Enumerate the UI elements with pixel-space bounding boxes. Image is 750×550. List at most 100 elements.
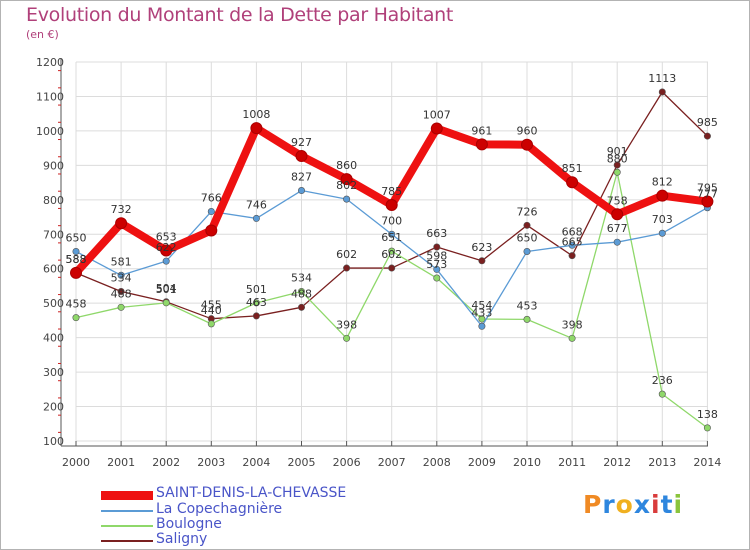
x-tick-label: 2014	[693, 456, 721, 469]
x-tick-label: 2008	[423, 456, 451, 469]
legend-label-saligny: Saligny	[156, 531, 208, 547]
y-tick-label: 1100	[36, 90, 64, 103]
legend-label-copechagniere: La Copechagnière	[156, 501, 283, 517]
data-label: 927	[291, 136, 312, 149]
y-tick-label: 900	[43, 159, 64, 172]
data-label: 650	[66, 232, 87, 245]
data-label: 1008	[242, 108, 270, 121]
logo-letter: o	[615, 490, 634, 519]
data-label: 985	[697, 116, 718, 129]
y-tick-label: 400	[43, 332, 64, 345]
data-label: 398	[562, 318, 583, 331]
data-point-1	[207, 208, 215, 216]
data-point-1	[297, 187, 305, 195]
data-label: 463	[246, 296, 267, 309]
data-point-2	[252, 299, 260, 307]
data-label: 1113	[648, 72, 676, 85]
legend-swatch-boulogne	[101, 525, 153, 527]
data-point-1	[343, 195, 351, 203]
data-label: 860	[336, 159, 357, 172]
data-point-2	[207, 320, 215, 328]
data-label: 598	[426, 249, 447, 262]
data-label: 700	[381, 214, 402, 227]
data-label: 663	[426, 227, 447, 240]
data-label: 602	[336, 248, 357, 261]
x-tick-label: 2005	[288, 456, 316, 469]
data-label: 1007	[423, 108, 451, 121]
x-tick-label: 2009	[468, 456, 496, 469]
data-label: 732	[111, 203, 132, 216]
legend-swatch-saligny	[101, 540, 153, 542]
data-label: 650	[517, 232, 538, 245]
x-tick-label: 2011	[558, 456, 586, 469]
data-point-2	[117, 303, 125, 311]
logo-letter: i	[651, 490, 661, 519]
data-point-3	[568, 252, 576, 260]
data-label: 795	[697, 182, 718, 195]
data-point-1	[613, 238, 621, 246]
data-label: 766	[201, 192, 222, 205]
data-label: 602	[381, 248, 402, 261]
data-point-0	[566, 176, 579, 189]
logo-letter: P	[583, 490, 603, 519]
data-label: 802	[336, 179, 357, 192]
data-point-0	[205, 224, 218, 237]
data-label: 623	[471, 241, 492, 254]
data-label: 138	[697, 408, 718, 421]
data-label: 901	[607, 145, 628, 158]
proxiti-logo: Proxiti	[583, 490, 683, 519]
data-label: 668	[562, 225, 583, 238]
data-point-3	[117, 287, 125, 295]
y-tick-label: 1200	[36, 56, 64, 69]
logo-letter: r	[602, 490, 616, 519]
y-tick-label: 500	[43, 297, 64, 310]
data-label: 588	[66, 253, 87, 266]
data-point-2	[523, 315, 531, 323]
data-point-0	[701, 195, 714, 208]
data-label: 581	[111, 255, 132, 268]
legend-swatch-saint-denis	[101, 491, 153, 500]
data-label: 455	[201, 299, 222, 312]
logo-letter: t	[660, 490, 674, 519]
x-tick-label: 2012	[603, 456, 631, 469]
x-tick-label: 2006	[333, 456, 361, 469]
data-point-3	[523, 221, 531, 229]
data-label: 880	[607, 152, 628, 165]
y-tick-label: 700	[43, 228, 64, 241]
data-label: 534	[291, 271, 312, 284]
data-label: 488	[111, 287, 132, 300]
data-point-3	[613, 161, 621, 169]
data-label: 501	[246, 283, 267, 296]
data-label: 501	[156, 283, 177, 296]
data-point-3	[343, 264, 351, 272]
data-point-0	[115, 217, 128, 230]
data-point-0	[160, 244, 173, 257]
x-tick-label: 2007	[378, 456, 406, 469]
data-point-2	[568, 334, 576, 342]
data-label: 827	[291, 171, 312, 184]
data-point-3	[388, 264, 396, 272]
data-point-2	[658, 390, 666, 398]
y-tick-label: 800	[43, 194, 64, 207]
y-tick-label: 100	[43, 435, 64, 448]
x-tick-label: 2002	[152, 456, 180, 469]
data-point-1	[72, 248, 80, 256]
data-point-2	[297, 287, 305, 295]
logo-letter: x	[633, 490, 651, 519]
data-point-3	[658, 88, 666, 96]
data-label: 236	[652, 374, 673, 387]
chart-subtitle: (en €)	[26, 28, 59, 41]
data-point-2	[703, 424, 711, 432]
data-label: 453	[517, 299, 538, 312]
y-tick-label: 200	[43, 401, 64, 414]
data-label: 961	[471, 124, 492, 137]
data-label: 785	[381, 185, 402, 198]
data-point-1	[523, 248, 531, 256]
data-point-2	[162, 299, 170, 307]
y-tick-label: 1000	[36, 125, 64, 138]
x-tick-label: 2013	[648, 456, 676, 469]
data-point-0	[611, 208, 624, 221]
data-label: 746	[246, 198, 267, 211]
